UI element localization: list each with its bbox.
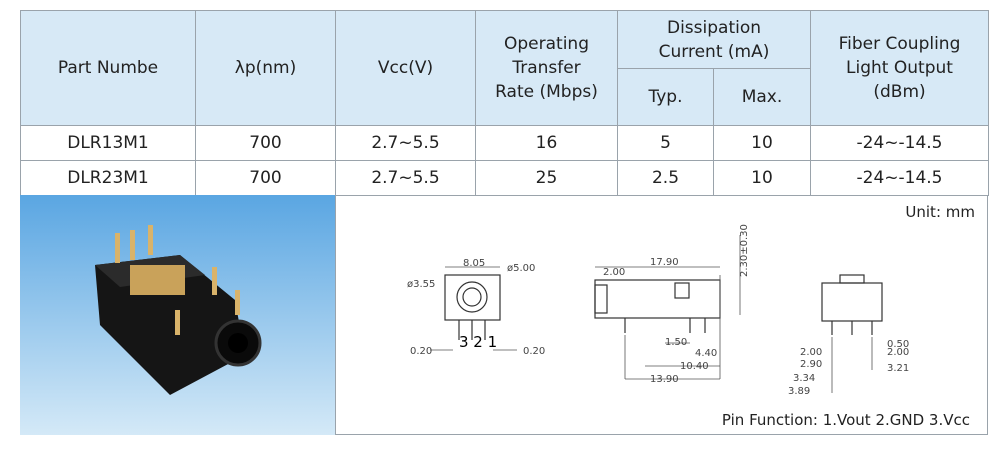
drawing-label: 10.40 <box>680 361 709 372</box>
drawing-label: 2.00 <box>800 347 822 358</box>
drawing-label: 13.90 <box>650 374 679 385</box>
cell-text: 2.7~5.5 <box>371 168 440 188</box>
cell-text: 10 <box>751 133 773 153</box>
drawing-label: 0.20 <box>410 346 432 357</box>
drawing-label: 2.30±0.30 <box>739 224 750 277</box>
drawing-label: 3.21 <box>887 363 909 374</box>
drawing-label: 2.00 <box>887 347 909 358</box>
data-cell: 5 <box>617 125 714 161</box>
data-cell: -24~-14.5 <box>810 125 989 161</box>
data-cell: 700 <box>195 160 336 196</box>
data-cell: 2.7~5.5 <box>335 160 476 196</box>
drawing-label: 4.40 <box>695 348 717 359</box>
cell-text: Current (mA) <box>658 41 770 62</box>
cell-text: Fiber Coupling <box>838 34 961 54</box>
cell-text: DLR23M1 <box>67 168 149 188</box>
data-cell: 2.7~5.5 <box>335 125 476 161</box>
cell-text: -24~-14.5 <box>856 168 943 188</box>
data-cell: 10 <box>713 160 811 196</box>
drawing-label: 0.50 <box>887 339 909 350</box>
cell-text: (dBm) <box>873 82 926 102</box>
cell-text: Light Output <box>846 58 953 78</box>
header-cell: Part Numbe <box>20 10 196 126</box>
drawing-label: 0.20 <box>523 346 545 357</box>
cell-text: Part Numbe <box>57 58 159 78</box>
cell-text: 25 <box>535 168 558 188</box>
data-cell: 2.5 <box>617 160 714 196</box>
cell-text: 16 <box>535 133 558 153</box>
cell-text: 2.5 <box>651 168 680 188</box>
header-cell: λp(nm) <box>195 10 336 126</box>
cell-text: Vcc(V) <box>377 58 434 78</box>
cell-text: DLR13M1 <box>67 133 149 153</box>
data-cell: -24~-14.5 <box>810 160 989 196</box>
cell-text: -24~-14.5 <box>856 133 943 153</box>
subheader-cell: Typ. <box>617 68 714 126</box>
drawing-label: 3 2 1 <box>459 333 497 351</box>
drawing-label: 2.00 <box>603 267 625 278</box>
cell-text: Transfer <box>512 58 581 78</box>
data-cell: DLR23M1 <box>20 160 196 196</box>
data-cell: 25 <box>475 160 618 196</box>
cell-text: 700 <box>249 168 282 188</box>
data-cell: DLR13M1 <box>20 125 196 161</box>
cell-text: Operating <box>504 34 589 54</box>
cell-text: 700 <box>249 133 282 153</box>
drawing-frame <box>335 195 988 435</box>
header-cell: Operating Transfer Rate (Mbps) <box>475 10 618 126</box>
drawing-label: 1.50 <box>665 337 687 348</box>
header-cell: Fiber Coupling Light Output (dBm) <box>810 10 989 126</box>
drawing-label: 3.89 <box>788 386 810 397</box>
cell-text: 2.7~5.5 <box>371 133 440 153</box>
drawing-label: 8.05 <box>463 258 485 269</box>
pin-function: Pin Function: 1.Vout 2.GND 3.Vcc <box>722 411 970 429</box>
drawing-label: ø3.55 <box>407 279 435 290</box>
subheader-cell: Max. <box>713 68 811 126</box>
drawing-label: 2.90 <box>800 359 822 370</box>
header-cell: Vcc(V) <box>335 10 476 126</box>
cell-text: Typ. <box>648 87 683 107</box>
drawing-label: 17.90 <box>650 257 679 268</box>
unit-label: Unit: mm <box>905 203 975 221</box>
drawing-label: ø5.00 <box>507 263 535 274</box>
cell-text: Max. <box>741 87 783 107</box>
data-cell: 10 <box>713 125 811 161</box>
cell-text: λp(nm) <box>234 58 297 78</box>
cell-text: Dissipation <box>666 17 762 38</box>
data-cell: 700 <box>195 125 336 161</box>
product-photo <box>20 195 335 435</box>
cell-text: 10 <box>751 168 773 188</box>
header-cell: Dissipation Current (mA) <box>617 10 811 69</box>
technical-drawing: ø3.55 8.05 ø5.00 0.20 3 2 1 0.20 17.90 2.00 2.30… <box>407 203 975 429</box>
cell-text: Rate (Mbps) <box>495 82 598 102</box>
cell-text: 5 <box>660 133 671 153</box>
data-cell: 16 <box>475 125 618 161</box>
drawing-label: 3.34 <box>793 373 815 384</box>
